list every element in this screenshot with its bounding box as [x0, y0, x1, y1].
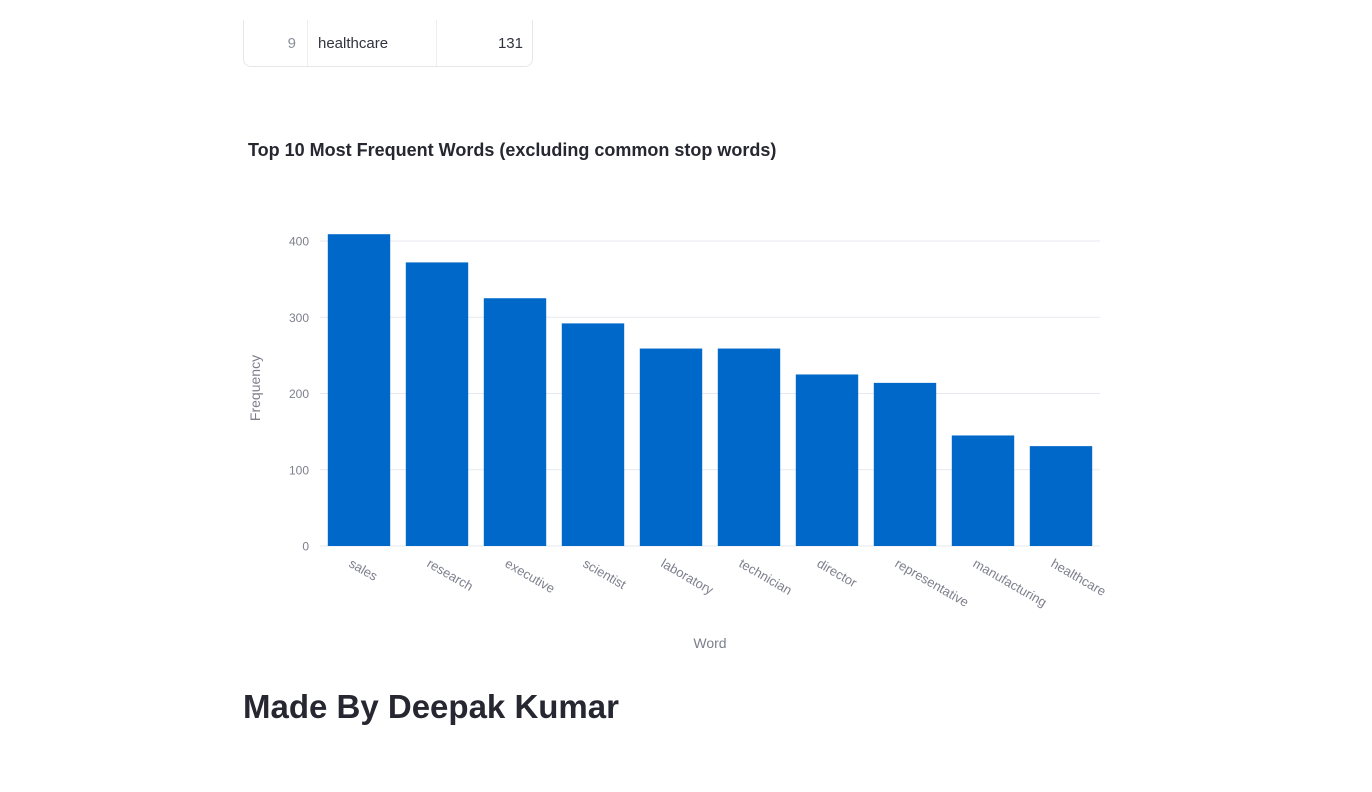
bar[interactable]: [717, 348, 781, 546]
y-tick-label: 100: [289, 463, 309, 477]
x-tick-label: director: [815, 556, 861, 591]
x-tick-label: healthcare: [1049, 556, 1109, 599]
x-tick-label: scientist: [581, 556, 630, 593]
x-tick-label: manufacturing: [971, 556, 1050, 610]
x-tick-label: laboratory: [659, 556, 717, 598]
bar[interactable]: [561, 323, 625, 546]
x-tick-label: technician: [737, 556, 795, 598]
y-tick-label: 400: [289, 235, 309, 249]
bar[interactable]: [639, 348, 703, 546]
y-tick-label: 0: [302, 540, 309, 554]
bar[interactable]: [795, 374, 859, 546]
x-axis-title: Word: [693, 635, 726, 651]
y-tick-label: 300: [289, 311, 309, 325]
bar[interactable]: [1029, 446, 1093, 546]
frequency-table: 9 healthcare 131: [243, 20, 533, 67]
x-tick-label: sales: [347, 556, 381, 584]
count-cell[interactable]: 131: [497, 35, 523, 52]
table-row[interactable]: 9 healthcare 131: [244, 20, 532, 66]
bar[interactable]: [327, 234, 391, 547]
footer-heading: Made By Deepak Kumar: [243, 688, 619, 725]
row-index-cell: 9: [244, 20, 308, 66]
x-tick-label: executive: [503, 556, 558, 596]
bar[interactable]: [951, 435, 1015, 546]
word-cell[interactable]: healthcare: [308, 20, 437, 66]
bar[interactable]: [405, 262, 469, 546]
y-axis-title: Frequency: [247, 355, 263, 421]
bar[interactable]: [483, 298, 547, 546]
bar[interactable]: [873, 382, 937, 546]
x-tick-label: representative: [893, 556, 972, 610]
y-tick-label: 200: [289, 387, 309, 401]
chart-title: Top 10 Most Frequent Words (excluding co…: [248, 140, 777, 160]
x-tick-label: research: [425, 556, 476, 594]
